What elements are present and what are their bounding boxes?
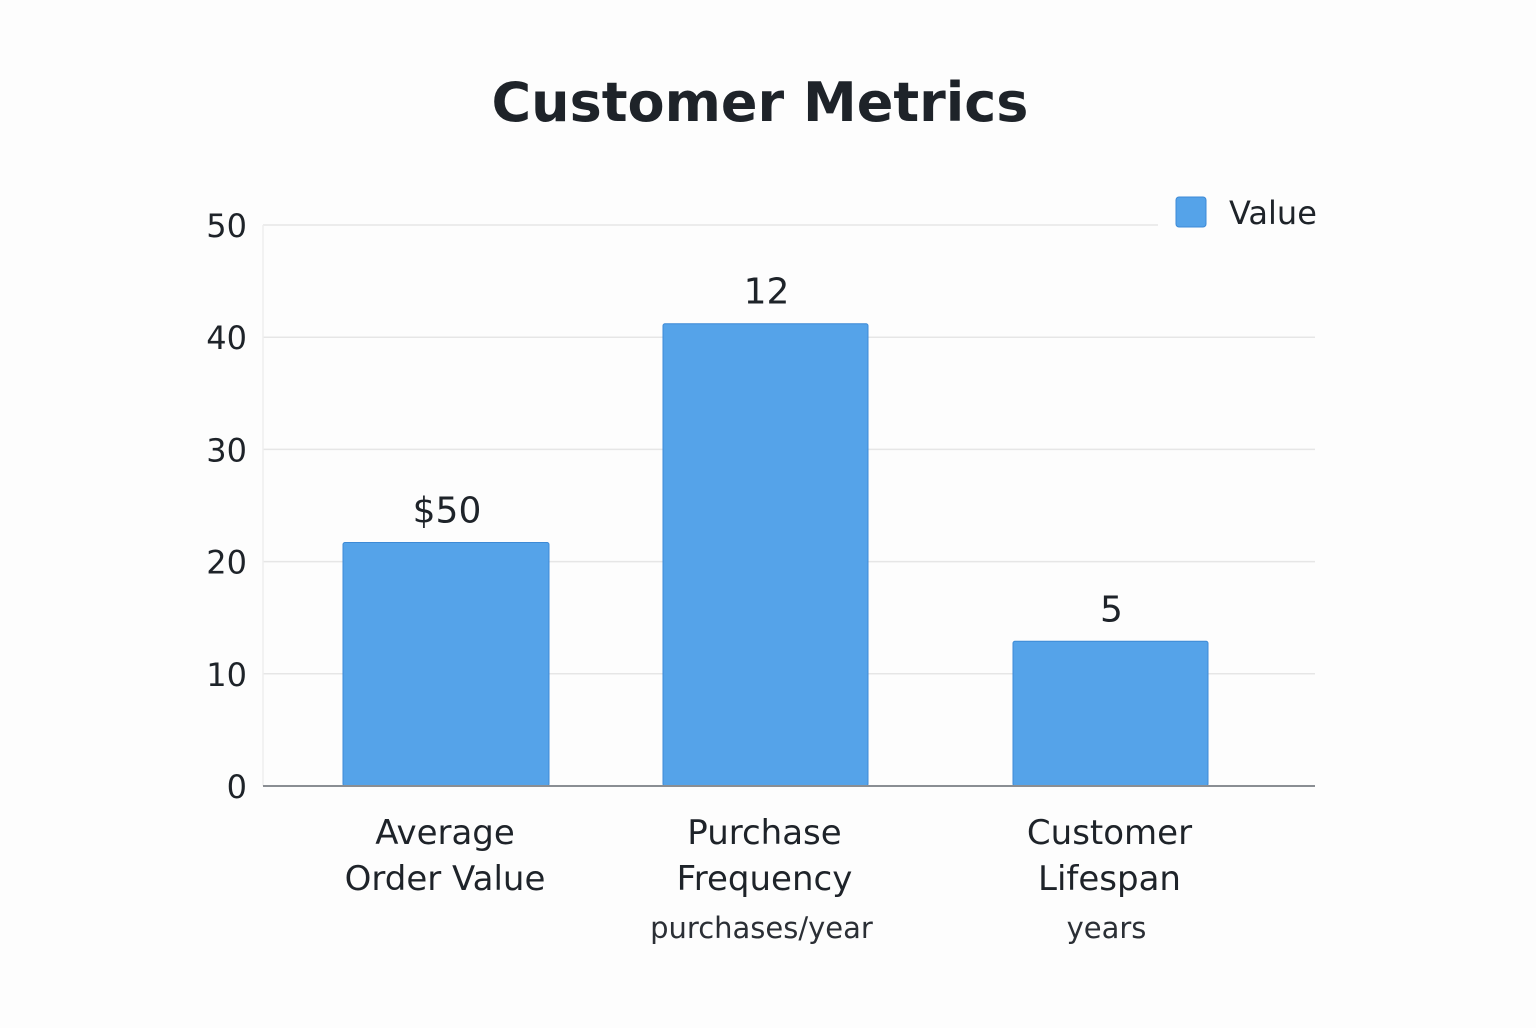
x-tick-label: Average: [375, 813, 515, 853]
x-tick-label: Customer: [1027, 813, 1192, 853]
y-tick-label: 40: [206, 319, 247, 357]
bar-data-label: 12: [744, 272, 790, 313]
x-tick-label: Frequency: [677, 859, 853, 899]
y-tick-label: 20: [206, 544, 247, 582]
x-tick-label: Order Value: [345, 859, 546, 899]
y-tick-label: 30: [206, 431, 247, 469]
bar: [1012, 640, 1209, 787]
legend-label: Value: [1229, 194, 1317, 232]
y-tick-label: 10: [206, 656, 247, 694]
x-tick-label: Lifespan: [1038, 859, 1181, 899]
bar-data-label: $50: [413, 491, 482, 532]
legend-swatch: [1175, 196, 1207, 228]
chart-title: Customer Metrics: [492, 71, 1029, 134]
legend: Value: [1175, 194, 1317, 232]
bar-data-label: 5: [1100, 589, 1123, 630]
x-unit-label: years: [1067, 911, 1147, 945]
bar: [342, 542, 550, 787]
x-unit-label: purchases/year: [650, 911, 873, 945]
y-tick-label: 0: [227, 768, 247, 806]
y-tick-label: 50: [206, 207, 247, 245]
x-tick-label: Purchase: [687, 813, 841, 853]
bar: [662, 323, 869, 787]
